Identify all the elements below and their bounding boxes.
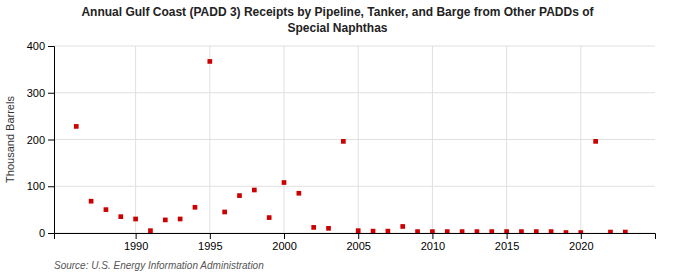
point bbox=[104, 207, 109, 212]
grid-line bbox=[358, 46, 359, 233]
point bbox=[593, 139, 598, 144]
subtitle: Special Naphthas bbox=[287, 21, 387, 35]
tick: 2005 bbox=[346, 233, 370, 252]
grid-line bbox=[54, 186, 655, 187]
tick: 1990 bbox=[124, 233, 148, 252]
point bbox=[386, 229, 391, 233]
tick-mark bbox=[581, 233, 582, 239]
tick: 1995 bbox=[198, 233, 222, 252]
tick-label: 300 bbox=[27, 87, 45, 99]
point bbox=[341, 139, 346, 144]
point bbox=[415, 229, 420, 233]
point bbox=[133, 217, 138, 222]
title: Annual Gulf Coast (PADD 3) Receipts by P… bbox=[81, 5, 594, 19]
grid bbox=[54, 46, 655, 233]
plot: 1990 1995 2000 2005 2010 2015 2020 0 100 200 300 40… bbox=[4, 40, 656, 252]
tick-mark bbox=[48, 46, 54, 47]
annotation: Source: U.S. Energy Information Administ… bbox=[54, 260, 264, 271]
tick: 2000 bbox=[272, 233, 296, 252]
tick-mark bbox=[210, 233, 211, 239]
tick-label: 2005 bbox=[346, 240, 370, 252]
point bbox=[237, 193, 242, 198]
axis-line bbox=[48, 47, 55, 234]
tick: 2010 bbox=[421, 233, 445, 252]
tick-label: 400 bbox=[27, 40, 45, 52]
point bbox=[371, 229, 376, 233]
tick-label: 1995 bbox=[198, 240, 222, 252]
tick: 400 bbox=[27, 40, 54, 52]
tick: 300 bbox=[27, 87, 54, 99]
tick-label: 200 bbox=[27, 134, 45, 146]
point bbox=[74, 124, 79, 129]
tick: 2020 bbox=[569, 233, 593, 252]
point bbox=[267, 215, 272, 220]
point bbox=[148, 228, 153, 233]
point bbox=[118, 214, 123, 219]
tick-mark bbox=[432, 233, 433, 239]
point bbox=[311, 225, 316, 230]
tick-label: 2015 bbox=[495, 240, 519, 252]
tick-mark bbox=[48, 140, 54, 141]
point bbox=[504, 229, 509, 233]
point bbox=[252, 188, 257, 193]
tick: 100 bbox=[27, 180, 54, 192]
points bbox=[74, 59, 628, 233]
point bbox=[207, 59, 212, 64]
tick-mark bbox=[136, 233, 137, 239]
point bbox=[356, 228, 361, 233]
point bbox=[222, 210, 227, 215]
grid-line bbox=[135, 46, 136, 233]
tick-label: 100 bbox=[27, 180, 45, 192]
point bbox=[178, 217, 183, 222]
tick-label: 2000 bbox=[272, 240, 296, 252]
point bbox=[193, 205, 198, 210]
grid-line bbox=[54, 46, 655, 47]
point bbox=[326, 226, 331, 231]
point bbox=[430, 229, 435, 233]
point bbox=[163, 218, 168, 223]
tick: 2015 bbox=[495, 233, 519, 252]
tick-mark bbox=[507, 233, 508, 239]
tick-mark bbox=[48, 93, 54, 94]
chart: Annual Gulf Coast (PADD 3) Receipts by P… bbox=[0, 0, 675, 275]
tick-label: 0 bbox=[39, 227, 45, 239]
tick: 0 bbox=[39, 227, 54, 239]
grid-line bbox=[209, 46, 210, 233]
grid-line bbox=[54, 139, 655, 140]
grid-line bbox=[54, 92, 655, 93]
point bbox=[549, 229, 554, 233]
point bbox=[297, 191, 302, 196]
point bbox=[578, 230, 583, 233]
point bbox=[608, 230, 613, 233]
grid-line bbox=[580, 46, 581, 233]
axis-line bbox=[55, 234, 656, 240]
tick-mark bbox=[284, 233, 285, 239]
grid-line bbox=[506, 46, 507, 233]
point bbox=[400, 224, 405, 229]
grid-line bbox=[432, 46, 433, 233]
point bbox=[489, 229, 494, 233]
y-axis: 0 100 200 300 400 bbox=[27, 40, 55, 239]
x-axis: 1990 1995 2000 2005 2010 2015 2020 bbox=[55, 233, 656, 252]
tick-mark bbox=[358, 233, 359, 239]
point bbox=[534, 229, 539, 233]
point bbox=[475, 229, 480, 233]
tick-label: 2020 bbox=[569, 240, 593, 252]
tick-label: 2010 bbox=[421, 240, 445, 252]
point bbox=[460, 229, 465, 233]
point bbox=[564, 230, 569, 233]
point bbox=[282, 180, 287, 185]
tick: 200 bbox=[27, 134, 54, 146]
tick-mark bbox=[48, 233, 54, 234]
y-axis-label: Thousand Barrels bbox=[4, 96, 16, 183]
point bbox=[623, 230, 628, 233]
tick-label: 1990 bbox=[124, 240, 148, 252]
titles: Annual Gulf Coast (PADD 3) Receipts by P… bbox=[81, 5, 594, 35]
tick-mark bbox=[48, 186, 54, 187]
point bbox=[445, 229, 450, 233]
grid-line bbox=[284, 46, 285, 233]
point bbox=[519, 229, 524, 233]
point bbox=[89, 199, 94, 204]
